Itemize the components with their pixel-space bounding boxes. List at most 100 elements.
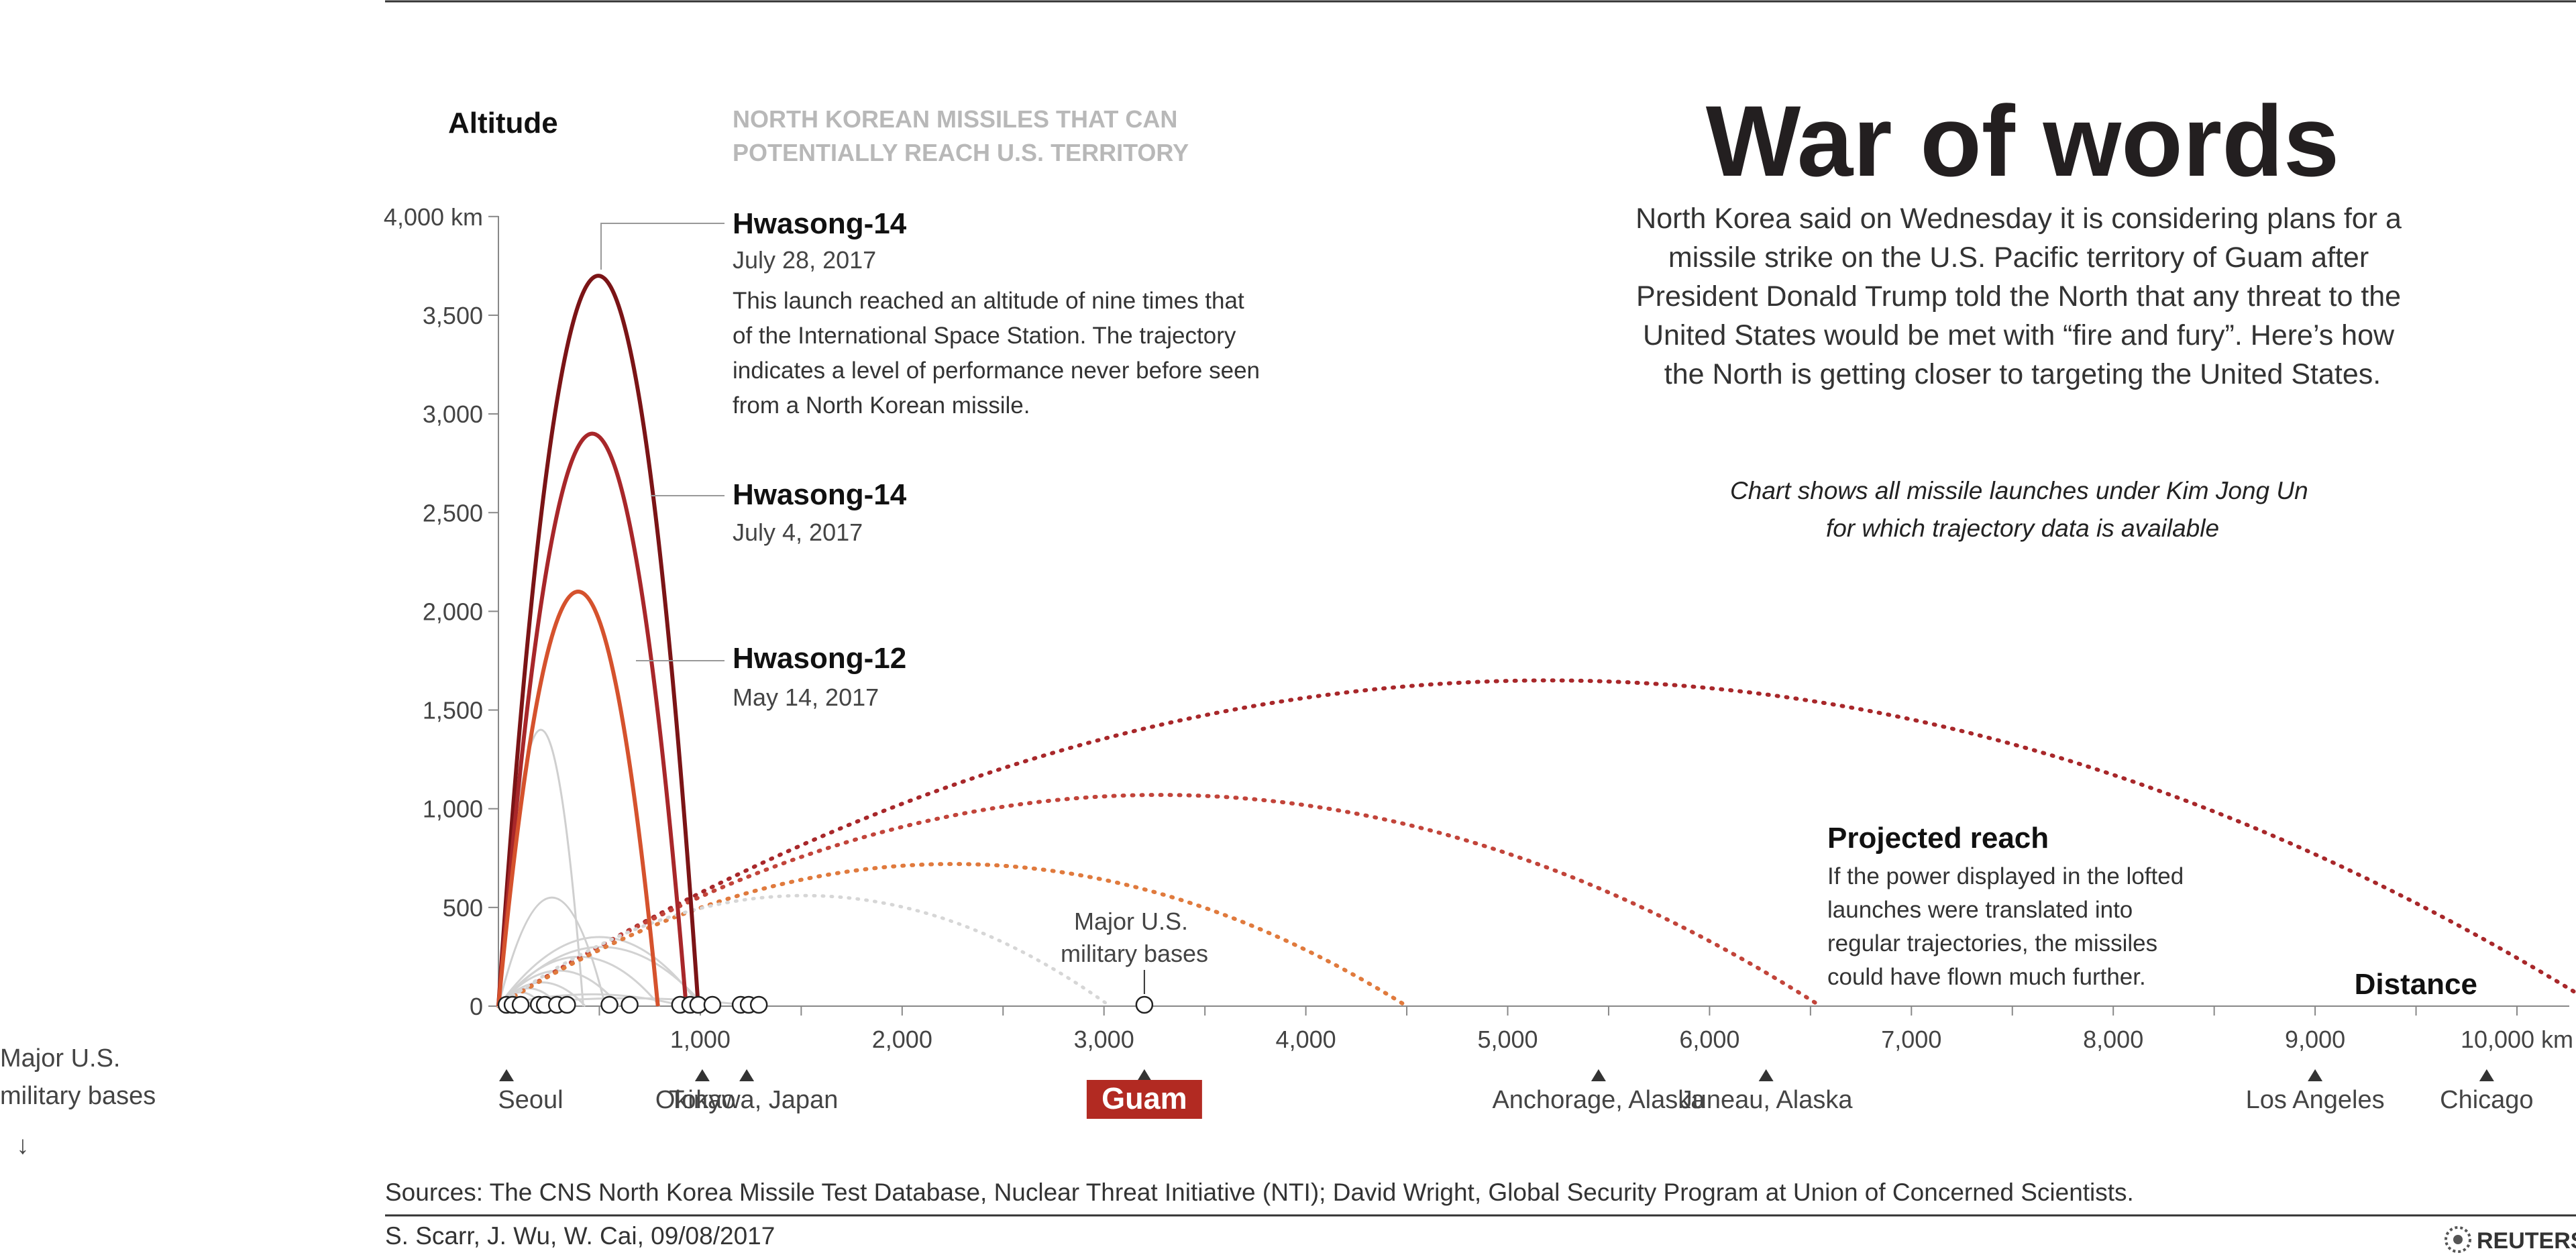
x-axis-title: Distance xyxy=(2355,968,2477,1001)
note-line: for which trajectory data is available xyxy=(1826,514,2219,542)
legend-line: military bases xyxy=(0,1082,156,1110)
series-line-projected xyxy=(496,678,2576,1008)
series-line-lofted xyxy=(496,431,688,1007)
series-line-projected xyxy=(496,862,1409,1008)
reuters-logo-dot-icon xyxy=(2453,1235,2463,1244)
annotation-line: If the power displayed in the lofted xyxy=(1827,863,2184,889)
annotation-date: July 28, 2017 xyxy=(733,246,876,274)
lofted-trajectories xyxy=(496,274,700,1007)
impact-point xyxy=(511,995,530,1014)
intro-line: President Donald Trump told the North th… xyxy=(1636,280,2401,313)
y-tick-label: 0 xyxy=(470,993,483,1020)
annotation-line: regular trajectories, the missiles xyxy=(1827,930,2157,957)
sources: Sources: The CNS North Korea Missile Tes… xyxy=(385,1179,2134,1206)
x-tick-label: 3,000 xyxy=(1074,1026,1134,1053)
annotation-date: May 14, 2017 xyxy=(733,684,879,711)
kicker: NORTH KOREAN MISSILES THAT CAN POTENTIAL… xyxy=(733,105,1189,166)
series-line-lofted xyxy=(496,590,660,1007)
intro-line: the North is getting closer to targeting… xyxy=(1664,358,2381,390)
bases-callout-line: military bases xyxy=(1061,940,1208,967)
location-highlight-box xyxy=(1086,1080,1202,1119)
y-tick-label: 2,000 xyxy=(423,598,483,625)
location-marker-icon xyxy=(1758,1069,1774,1081)
intro-line: missile strike on the U.S. Pacific terri… xyxy=(1668,241,2369,274)
impact-markers xyxy=(497,995,1154,1014)
reuters-logo-text: REUTERS xyxy=(2477,1228,2576,1254)
earlier-launches xyxy=(497,728,755,1007)
reuters-logo-mark-icon xyxy=(2445,1226,2471,1253)
note-line: Chart shows all missile launches under K… xyxy=(1730,477,2308,504)
x-tick-label: 9,000 xyxy=(2285,1026,2345,1053)
y-tick-label: 500 xyxy=(443,894,483,922)
impact-point xyxy=(600,995,619,1014)
x-tick-label: 10,000 km xyxy=(2461,1026,2573,1053)
bases-callout-label: Major U.S. military bases xyxy=(1061,908,1208,967)
reuters-logo: REUTERS xyxy=(2445,1226,2576,1254)
series-line-projected xyxy=(496,793,1823,1008)
location-label: Seoul xyxy=(498,1086,563,1114)
bases-callout-line: Major U.S. xyxy=(1074,908,1188,935)
y-tick-label: 3,000 xyxy=(423,400,483,428)
location-label: Anchorage, Alaska xyxy=(1492,1086,1705,1114)
location-label: Los Angeles xyxy=(2246,1086,2385,1114)
legend-line: Major U.S. xyxy=(0,1044,120,1073)
kicker-line: NORTH KOREAN MISSILES THAT CAN xyxy=(733,105,1177,133)
annotation-line: of the International Space Station. The … xyxy=(733,323,1236,349)
impact-point xyxy=(621,995,639,1014)
annotation-line: This launch reached an altitude of nine … xyxy=(733,288,1244,314)
y-tick-label: 1,000 xyxy=(423,796,483,823)
military-base-point xyxy=(1135,995,1154,1014)
x-tick-label: 8,000 xyxy=(2083,1026,2143,1053)
x-axis-ticks: 1,000 2,000 3,000 4,000 5,000 6,000 7,000 8,000… xyxy=(598,1006,2573,1053)
x-tick-label: 2,000 xyxy=(872,1026,932,1053)
y-tick-label: 3,500 xyxy=(423,302,483,329)
location-label: Tokyo xyxy=(669,1086,735,1114)
impact-point xyxy=(558,995,576,1014)
impact-point xyxy=(749,995,768,1014)
x-tick-label: 4,000 xyxy=(1276,1026,1336,1053)
y-axis-ticks: 0 500 1,000 1,500 2,000 2,500 3,000 3,500 4,000 … xyxy=(384,203,498,1020)
series-line-earlier xyxy=(497,969,621,1007)
projected-trajectories xyxy=(496,678,2576,1008)
series-line-lofted xyxy=(496,274,700,1007)
intro-line: North Korea said on Wednesday it is cons… xyxy=(1635,203,2402,235)
x-tick-label: 5,000 xyxy=(1477,1026,1538,1053)
annotation-title: Hwasong-14 xyxy=(733,478,907,511)
annotation-line: from a North Korean missile. xyxy=(733,392,1030,419)
location-marker-icon xyxy=(499,1069,515,1081)
x-tick-label: 7,000 xyxy=(1881,1026,1941,1053)
location-marker-icon xyxy=(1136,1069,1152,1081)
y-axis-title: Altitude xyxy=(448,107,558,140)
location-label: Guam xyxy=(1102,1081,1187,1115)
annotation-body: If the power displayed in the lofted lau… xyxy=(1827,863,2190,990)
annotation-line: indicates a level of performance never b… xyxy=(733,358,1260,384)
location-marker-icon xyxy=(2479,1069,2494,1081)
annotation-title: Hwasong-12 xyxy=(733,642,906,675)
y-tick-label: 1,500 xyxy=(423,697,483,724)
location-marker-icon xyxy=(2308,1069,2323,1081)
location-marker-icon xyxy=(694,1069,710,1081)
impact-point xyxy=(703,995,722,1014)
annotation-line: could have flown much further. xyxy=(1827,964,2146,990)
location-label: Chicago xyxy=(2440,1086,2533,1114)
annotation-title: Hwasong-14 xyxy=(733,207,907,240)
intro-text: North Korea said on Wednesday it is cons… xyxy=(1635,203,2410,390)
credit: S. Scarr, J. Wu, W. Cai, 09/08/2017 xyxy=(385,1222,775,1250)
x-tick-label: 1,000 xyxy=(670,1026,731,1053)
y-tick-label: 4,000 km xyxy=(384,203,483,231)
annotation-body: This launch reached an altitude of nine … xyxy=(733,288,1267,419)
location-label: Juneau, Alaska xyxy=(1680,1086,1854,1114)
location-label: Okinawa, Japan xyxy=(655,1086,839,1114)
legend-bases-label: Major U.S. military bases xyxy=(0,1044,156,1110)
x-tick-label: 6,000 xyxy=(1679,1026,1739,1053)
location-marker-icon xyxy=(739,1069,755,1081)
series-line-earlier xyxy=(497,936,702,1007)
y-tick-label: 2,500 xyxy=(423,499,483,527)
annotation-date: July 4, 2017 xyxy=(733,518,863,546)
legend-arrow-icon: ↓ xyxy=(17,1132,30,1160)
leader-line xyxy=(600,223,724,270)
series-line-projected xyxy=(496,893,1112,1008)
location-marker-icon xyxy=(1591,1069,1606,1081)
